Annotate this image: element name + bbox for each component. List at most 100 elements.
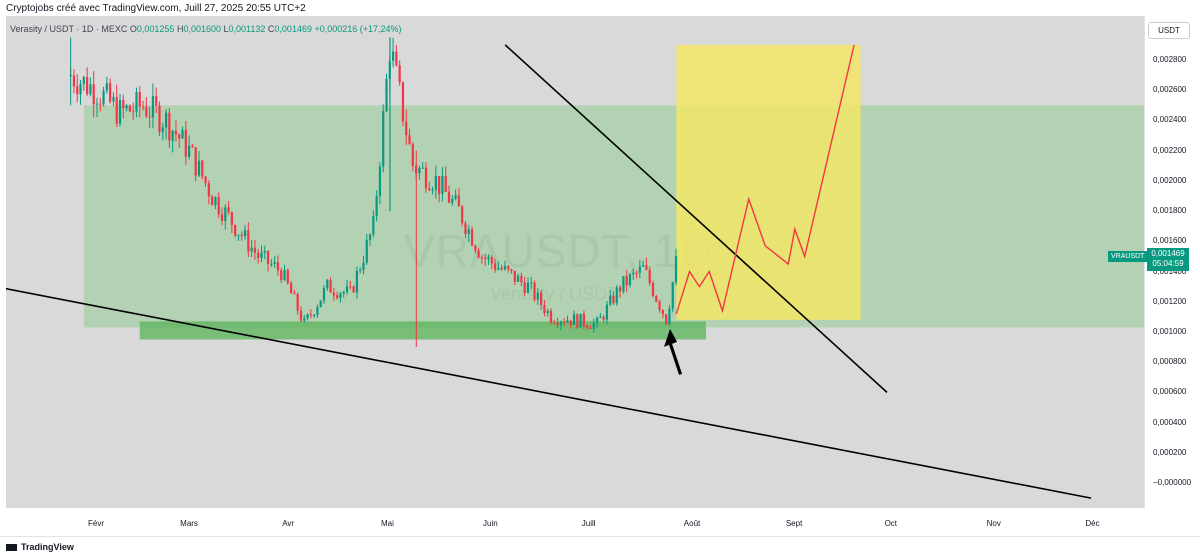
- candle-body: [253, 247, 257, 253]
- candle-body: [642, 265, 645, 267]
- candle-body: [345, 286, 349, 293]
- candle-body: [145, 107, 148, 117]
- candle-body: [418, 167, 421, 174]
- candle-body: [224, 207, 227, 221]
- candle-body: [355, 270, 358, 293]
- price-tick: 0,001600: [1153, 236, 1187, 246]
- candle-body: [434, 176, 437, 190]
- price-tick: −0,000000: [1153, 478, 1192, 487]
- chart-plot-area[interactable]: VRAUSDT, 1D Verasity / USDT Verasity / U…: [6, 16, 1144, 508]
- candle-body: [362, 262, 365, 270]
- candle-body: [530, 282, 533, 284]
- candle-body: [651, 283, 655, 296]
- price-tick: 0,002200: [1153, 145, 1187, 155]
- candle-body: [250, 247, 253, 252]
- time-tick: Nov: [986, 519, 1001, 528]
- price-tick: 0,002000: [1153, 175, 1187, 185]
- candle-body: [201, 160, 204, 177]
- candle-body: [289, 283, 293, 294]
- candle-body: [378, 166, 382, 196]
- footer-bar: TradingView: [0, 536, 1200, 557]
- candle-body: [526, 282, 530, 293]
- last-price-tag: 0,001469 05:04:59: [1147, 248, 1189, 271]
- candle-body: [322, 288, 326, 301]
- candle-body: [128, 105, 131, 112]
- candle-body: [586, 325, 589, 328]
- last-price-value: 0,001469: [1151, 249, 1185, 258]
- price-tick: 0,001200: [1153, 296, 1187, 306]
- candle-body: [556, 323, 559, 326]
- candle-body: [467, 229, 470, 234]
- candle-body: [454, 195, 457, 199]
- time-axis[interactable]: Févr Mars Avr Mai Juin Juill Août Sept Oct Nov Déc: [0, 508, 1144, 536]
- candle-body: [500, 267, 503, 270]
- candle-body: [352, 286, 355, 293]
- tradingview-logo[interactable]: TradingView: [6, 542, 74, 552]
- candle-body: [151, 96, 155, 118]
- candle-body: [484, 257, 487, 260]
- time-tick: Oct: [884, 519, 898, 528]
- chart-svg[interactable]: [6, 16, 1144, 508]
- time-tick: Juill: [581, 519, 596, 528]
- trendline-1: [6, 287, 1092, 499]
- candle-body: [470, 229, 474, 246]
- candle-body: [243, 230, 247, 237]
- candle-body: [411, 144, 414, 166]
- candle-body: [385, 78, 388, 112]
- candle-body: [490, 257, 493, 264]
- price-tick: 0,001400: [1153, 266, 1187, 276]
- candle-body: [263, 250, 266, 253]
- attribution-text: Cryptojobs créé avec TradingView.com, Ju…: [6, 3, 306, 14]
- candle-body: [612, 295, 615, 304]
- candle-body: [569, 320, 572, 325]
- candle-body: [576, 314, 579, 328]
- candle-body: [513, 270, 516, 282]
- currency-button[interactable]: USDT: [1148, 22, 1190, 39]
- candle-body: [89, 84, 92, 95]
- candle-body: [95, 103, 99, 105]
- candle-body: [447, 191, 451, 203]
- candles-group: [69, 37, 678, 348]
- price-tick: 0,000600: [1153, 387, 1187, 397]
- candle-body: [112, 97, 115, 102]
- candle-body: [118, 100, 122, 124]
- candle-body: [92, 84, 95, 105]
- candle-body: [184, 129, 187, 157]
- candle-body: [464, 223, 467, 234]
- price-tick: 0,001000: [1153, 326, 1187, 336]
- candle-body: [405, 121, 408, 136]
- candle-body: [247, 230, 250, 252]
- candle-body: [227, 207, 230, 213]
- candle-body: [441, 176, 444, 194]
- candle-body: [510, 269, 513, 271]
- candle-body: [171, 130, 174, 141]
- candle-body: [549, 310, 553, 323]
- candle-body: [273, 262, 276, 264]
- candle-body: [174, 130, 178, 135]
- candle-body: [191, 145, 194, 148]
- candle-body: [424, 167, 428, 189]
- candle-body: [438, 176, 441, 194]
- candle-body: [72, 75, 76, 87]
- candle-body: [332, 292, 335, 296]
- symbol-tag: VRAUSDT: [1108, 251, 1148, 262]
- candle-body: [595, 317, 599, 323]
- candle-body: [99, 103, 102, 105]
- candle-body: [605, 304, 609, 320]
- time-tick: Août: [683, 519, 701, 528]
- time-tick: Sept: [785, 519, 803, 528]
- candle-body: [303, 318, 306, 321]
- candle-body: [477, 250, 480, 258]
- candle-body: [79, 83, 82, 95]
- candle-body: [625, 276, 628, 286]
- candle-body: [286, 269, 289, 284]
- legend-c-label: C: [267, 24, 275, 34]
- candle-body: [102, 90, 105, 105]
- candle-body: [421, 167, 424, 169]
- arrow-marker: [664, 328, 683, 375]
- candle-body: [138, 92, 141, 107]
- price-tick: 0,001800: [1153, 206, 1187, 216]
- legend-symbol: Verasity / USDT · 1D · MEXC: [10, 24, 128, 34]
- candle-body: [194, 147, 197, 176]
- candle-body: [553, 322, 556, 324]
